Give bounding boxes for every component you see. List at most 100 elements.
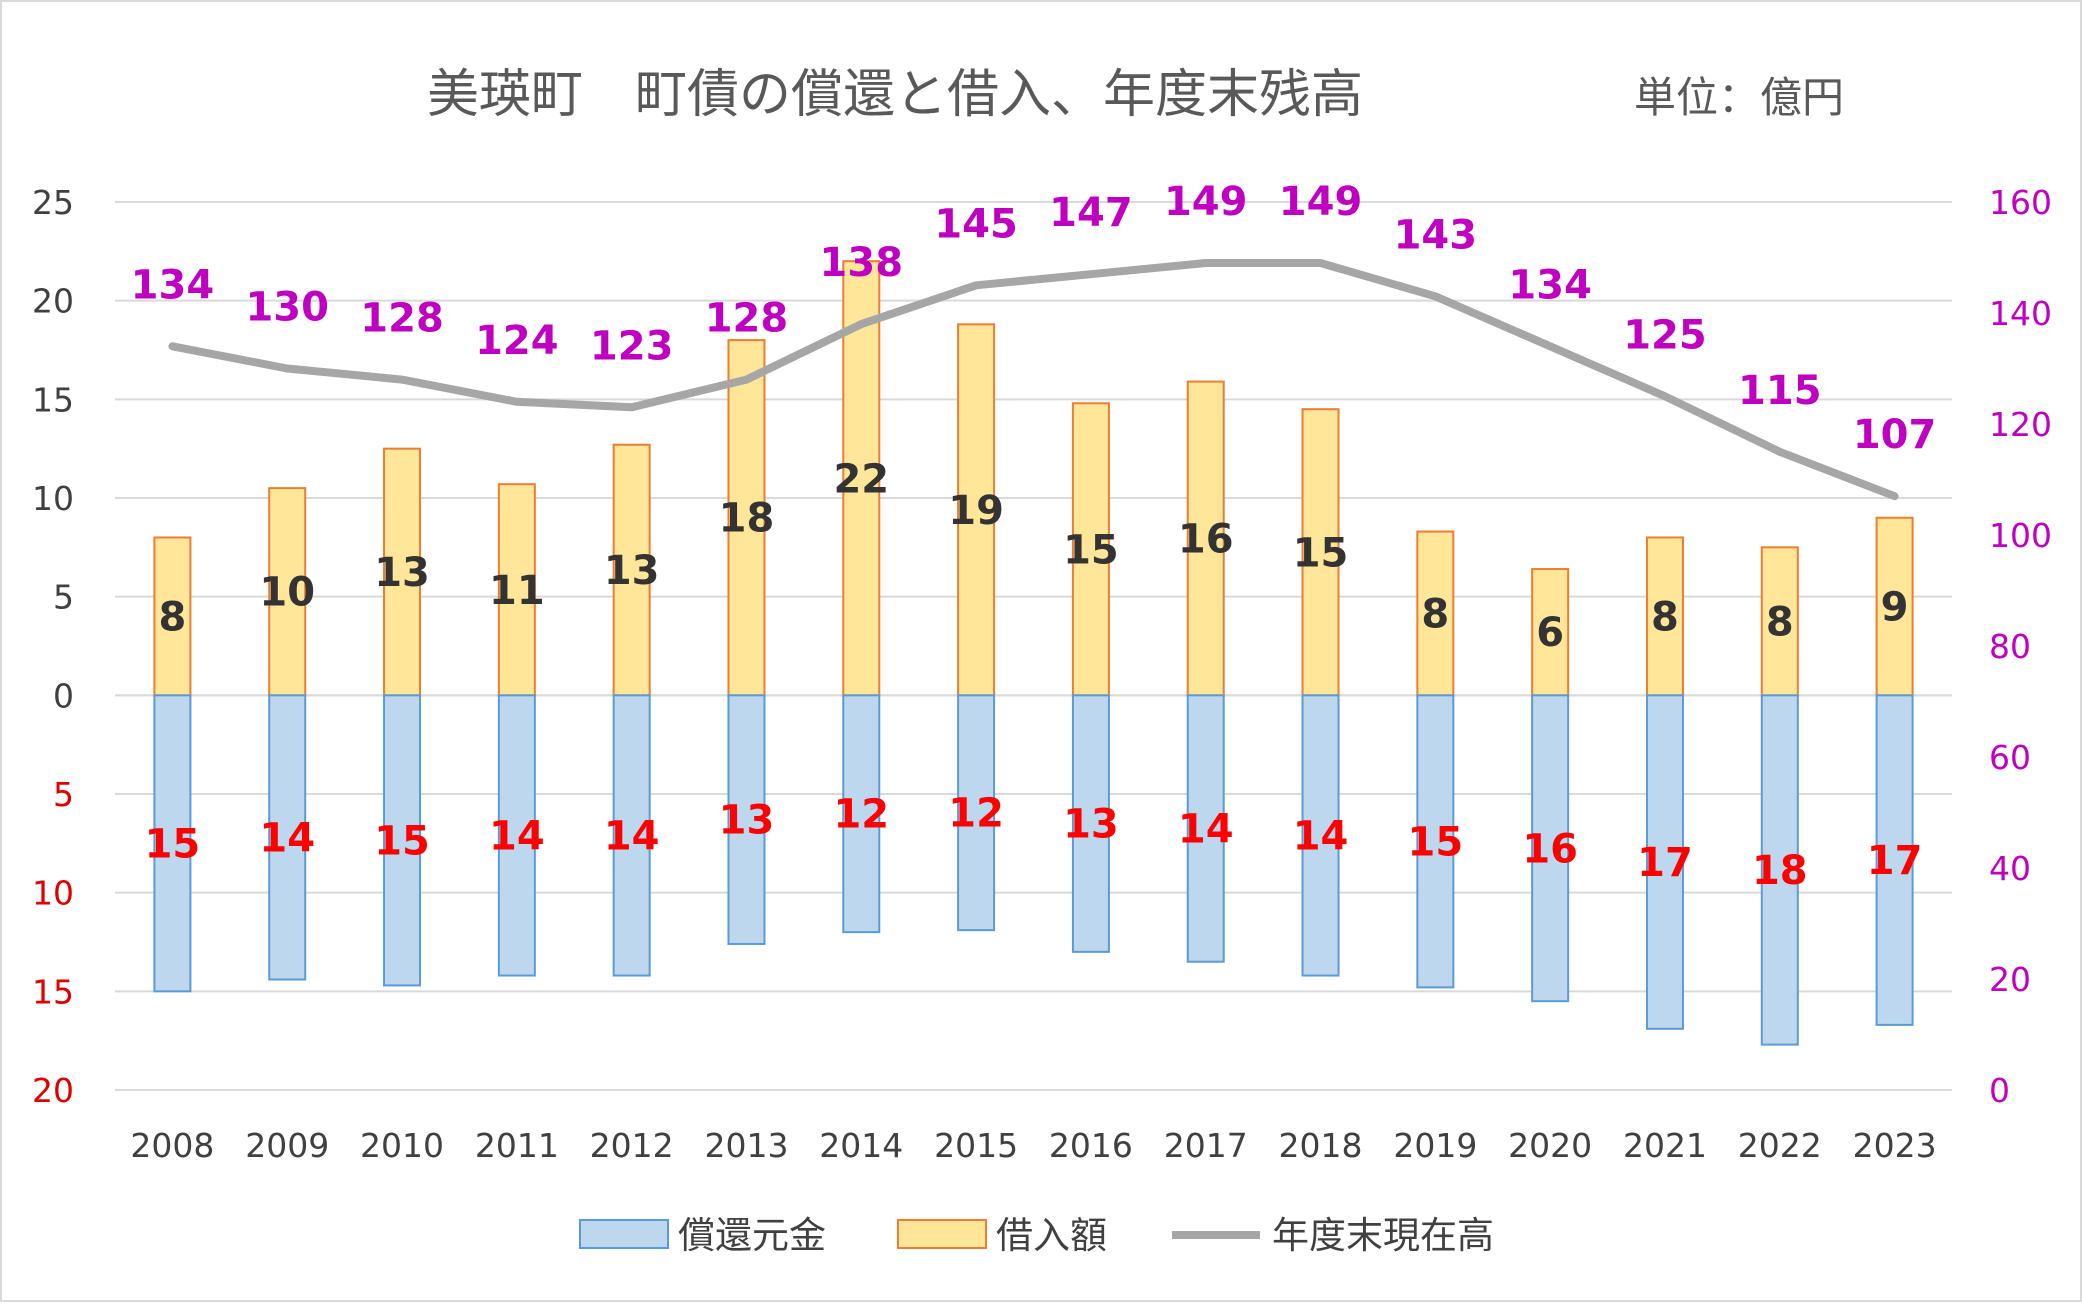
bar-borrowing bbox=[1416, 530, 1455, 697]
label-balance: 149 bbox=[1279, 179, 1363, 225]
label-balance: 138 bbox=[820, 240, 904, 286]
label-borrowing: 13 bbox=[604, 548, 660, 594]
bar-borrowing bbox=[1301, 408, 1340, 697]
label-balance: 134 bbox=[1508, 262, 1592, 308]
label-repayment: 15 bbox=[374, 818, 430, 864]
x-tick-label: 2010 bbox=[360, 1126, 444, 1165]
label-repayment: 13 bbox=[1063, 802, 1119, 848]
label-repayment: 14 bbox=[1293, 813, 1349, 859]
x-tick-label: 2013 bbox=[704, 1126, 788, 1165]
x-tick-label: 2015 bbox=[934, 1126, 1018, 1165]
label-repayment: 12 bbox=[948, 791, 1004, 837]
legend-label-borrowing: 借入額 bbox=[996, 1214, 1107, 1257]
x-axis: 2008 2009 2010 2011 2012 2013 2014 2015 2016 2017… bbox=[130, 1126, 1936, 1165]
bar-borrowing bbox=[1760, 546, 1799, 697]
bar-borrowing bbox=[1645, 536, 1684, 697]
label-borrowing: 15 bbox=[1063, 527, 1119, 573]
x-tick-label: 2008 bbox=[130, 1126, 214, 1165]
x-tick-label: 2020 bbox=[1508, 1126, 1592, 1165]
bar-borrowing bbox=[957, 323, 996, 697]
bar-repayment bbox=[497, 694, 536, 977]
data-labels: 8 10 13 11 13 18 22 19 15 16 15 8 6 8 8 9 15 14 15 14 14 13 12… bbox=[131, 179, 1937, 894]
label-borrowing: 15 bbox=[1293, 530, 1349, 576]
left-tick-label: 10 bbox=[32, 479, 74, 518]
label-repayment: 14 bbox=[1178, 807, 1234, 853]
right-tick-label: 100 bbox=[1989, 516, 2052, 555]
label-borrowing: 16 bbox=[1178, 516, 1234, 562]
label-borrowing: 18 bbox=[719, 496, 775, 542]
left-tick-label-negative: 5 bbox=[53, 775, 74, 814]
label-borrowing: 8 bbox=[1421, 591, 1449, 637]
left-tick-label-negative: 10 bbox=[32, 874, 74, 913]
label-repayment: 15 bbox=[1408, 819, 1464, 865]
unit-label: 単位：億円 bbox=[1634, 73, 1844, 122]
legend-label-repayment: 償還元金 bbox=[678, 1214, 826, 1257]
label-borrowing: 9 bbox=[1881, 585, 1909, 631]
bar-borrowing bbox=[1186, 380, 1225, 697]
legend-label-balance: 年度末現在高 bbox=[1272, 1214, 1494, 1257]
right-tick-label: 20 bbox=[1989, 960, 2031, 999]
label-balance: 128 bbox=[360, 296, 444, 342]
label-repayment: 17 bbox=[1867, 838, 1923, 884]
x-tick-label: 2011 bbox=[475, 1126, 559, 1165]
bar-repayment bbox=[842, 694, 881, 934]
bar-borrowing bbox=[727, 339, 766, 697]
label-balance: 149 bbox=[1164, 179, 1248, 225]
label-balance: 124 bbox=[475, 318, 559, 364]
label-borrowing: 6 bbox=[1536, 610, 1564, 656]
label-repayment: 17 bbox=[1637, 840, 1693, 886]
label-borrowing: 8 bbox=[1766, 599, 1794, 645]
label-balance: 143 bbox=[1394, 212, 1478, 258]
label-repayment: 14 bbox=[489, 813, 545, 859]
bar-repayment bbox=[1416, 694, 1455, 989]
x-tick-label: 2012 bbox=[590, 1126, 674, 1165]
gridlines bbox=[115, 201, 1952, 1091]
bar-repayment bbox=[1645, 694, 1684, 1030]
label-borrowing: 19 bbox=[948, 488, 1004, 534]
left-tick-label: 15 bbox=[32, 380, 74, 419]
balance-line bbox=[168, 259, 1899, 501]
label-balance: 107 bbox=[1853, 412, 1937, 458]
bar-borrowing bbox=[1531, 568, 1570, 697]
label-repayment: 14 bbox=[259, 815, 315, 861]
label-balance: 125 bbox=[1623, 312, 1707, 358]
right-tick-label: 120 bbox=[1989, 405, 2052, 444]
bar-repayment bbox=[727, 694, 766, 945]
label-repayment: 12 bbox=[833, 792, 889, 838]
x-tick-label: 2022 bbox=[1738, 1126, 1822, 1165]
x-tick-label: 2023 bbox=[1853, 1126, 1937, 1165]
label-borrowing: 22 bbox=[833, 456, 889, 502]
x-tick-label: 2018 bbox=[1279, 1126, 1363, 1165]
label-borrowing: 8 bbox=[158, 594, 186, 640]
bar-repayment bbox=[1760, 694, 1799, 1046]
x-tick-label: 2019 bbox=[1393, 1126, 1477, 1165]
label-balance: 134 bbox=[131, 262, 215, 308]
bar-repayment bbox=[268, 694, 307, 981]
label-borrowing: 13 bbox=[374, 550, 430, 596]
label-borrowing: 8 bbox=[1651, 594, 1679, 640]
right-tick-label: 80 bbox=[1989, 627, 2031, 666]
left-tick-label: 0 bbox=[53, 676, 74, 715]
bar-repayment bbox=[1186, 694, 1225, 963]
x-tick-label: 2009 bbox=[245, 1126, 329, 1165]
label-repayment: 13 bbox=[719, 798, 775, 844]
balance-line-path bbox=[168, 259, 1899, 501]
label-balance: 115 bbox=[1738, 368, 1822, 414]
label-balance: 128 bbox=[705, 296, 789, 342]
x-tick-label: 2017 bbox=[1164, 1126, 1248, 1165]
right-tick-label: 160 bbox=[1989, 183, 2052, 222]
right-tick-label: 0 bbox=[1989, 1071, 2010, 1110]
bar-borrowing bbox=[497, 483, 536, 697]
bar-repayment bbox=[1875, 694, 1914, 1026]
bar-borrowing bbox=[383, 447, 422, 697]
x-tick-label: 2016 bbox=[1049, 1126, 1133, 1165]
left-tick-label: 25 bbox=[32, 183, 74, 222]
right-tick-label: 140 bbox=[1989, 294, 2052, 333]
right-axis: 160 140 120 100 80 60 40 20 0 bbox=[1989, 183, 2052, 1110]
left-tick-label: 20 bbox=[32, 282, 74, 321]
bar-borrowing bbox=[1875, 516, 1914, 697]
label-balance: 130 bbox=[245, 285, 329, 331]
bar-borrowing bbox=[612, 443, 651, 697]
bar-repayment bbox=[153, 694, 192, 993]
